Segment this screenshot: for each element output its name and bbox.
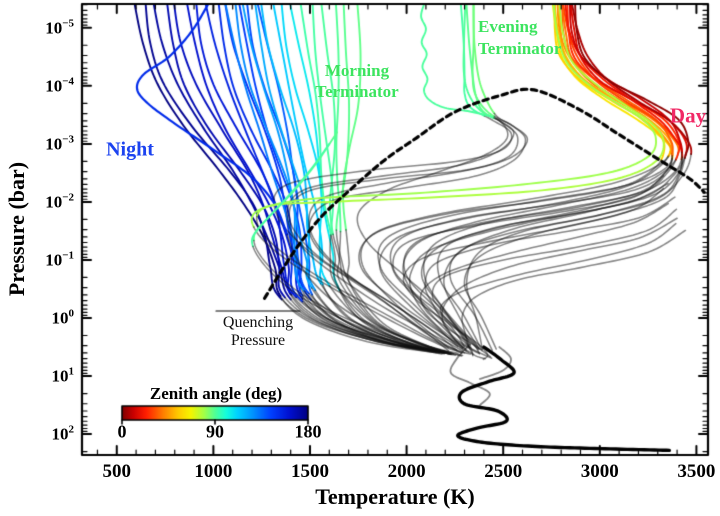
y-tick-label: 10−1 bbox=[45, 249, 74, 270]
x-tick-label: 2500 bbox=[484, 461, 523, 482]
colorbar-title: Zenith angle (deg) bbox=[149, 384, 283, 403]
y-tick-label: 100 bbox=[51, 307, 75, 328]
colorbar-tick-label: 180 bbox=[294, 421, 322, 442]
annotation-quench-line2: Pressure bbox=[230, 332, 286, 349]
y-tick-label: 102 bbox=[51, 423, 75, 444]
x-tick-label: 1000 bbox=[194, 461, 233, 482]
y-tick-label: 10−3 bbox=[45, 133, 74, 154]
annotation-evening-terminator: Evening Terminator bbox=[478, 16, 561, 60]
x-axis-title: Temperature (K) bbox=[315, 484, 475, 509]
annotation-evening-line2: Terminator bbox=[478, 39, 562, 58]
x-tick-label: 3000 bbox=[580, 461, 619, 482]
x-tick-label: 2000 bbox=[387, 461, 426, 482]
annotation-morning-terminator: Morning Terminator bbox=[315, 60, 398, 102]
annotation-day: Day bbox=[669, 103, 707, 128]
x-tick-label: 1500 bbox=[290, 461, 329, 482]
y-tick-label: 101 bbox=[51, 365, 75, 386]
y-tick-label: 10−4 bbox=[45, 75, 74, 96]
annotation-night: Night bbox=[106, 138, 154, 161]
y-tick-label: 10−2 bbox=[45, 191, 74, 212]
colorbar-tick-label: 90 bbox=[206, 421, 224, 442]
annotation-morning-line2: Terminator bbox=[315, 82, 399, 101]
annotation-evening-line1: Evening bbox=[478, 17, 538, 36]
x-tick-label: 3500 bbox=[677, 461, 716, 482]
y-tick-label: 10−5 bbox=[45, 17, 74, 38]
y-axis-title: Pressure (bar) bbox=[4, 161, 29, 297]
x-tick-label: 500 bbox=[102, 461, 132, 482]
colorbar-tick-label: 0 bbox=[117, 421, 127, 442]
annotation-morning-line1: Morning bbox=[324, 61, 390, 80]
annotation-quench-line1: Quenching bbox=[222, 314, 294, 331]
annotation-quenching-pressure: Quenching Pressure bbox=[223, 314, 293, 350]
